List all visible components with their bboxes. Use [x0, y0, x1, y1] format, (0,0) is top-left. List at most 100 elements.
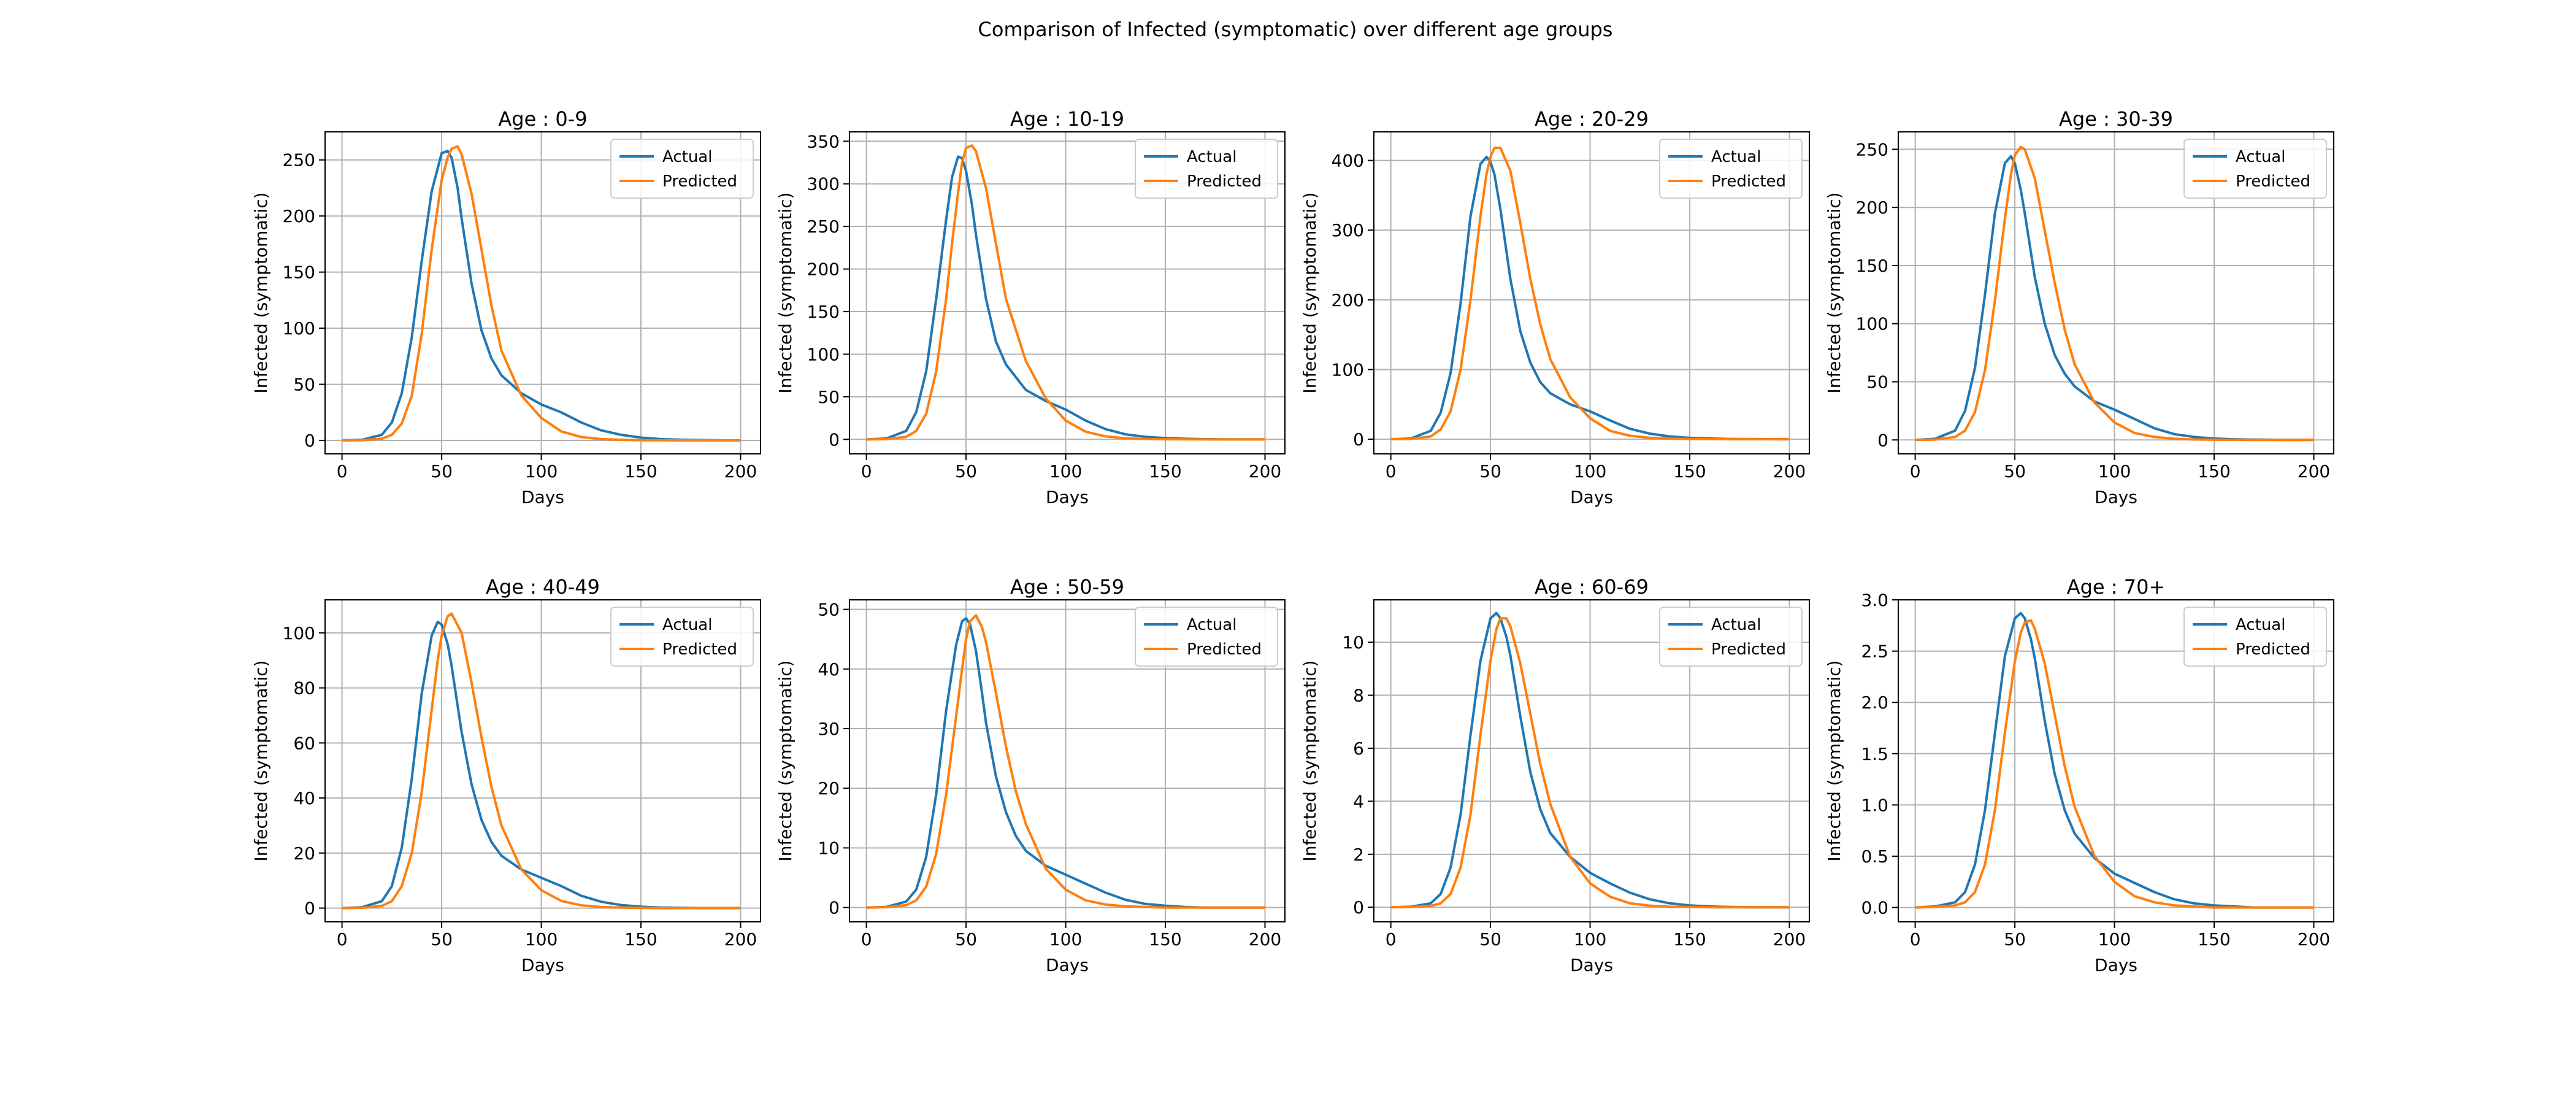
x-tick-label: 50 — [955, 929, 977, 949]
legend-label-predicted: Predicted — [2236, 640, 2310, 659]
axes-frame — [849, 131, 1286, 454]
subplot-title: Age : 10-19 — [1010, 107, 1124, 131]
x-axis-label: Days — [1046, 487, 1089, 507]
subplot-title: Age : 30-39 — [2059, 107, 2173, 131]
series-line-predicted — [866, 144, 1265, 441]
subplot-title: Age : 60-69 — [1535, 575, 1649, 599]
subplot-title: Age : 50-59 — [1010, 575, 1124, 599]
axes-frame — [1373, 599, 1810, 922]
y-tick-label: 1.5 — [1861, 744, 1888, 764]
x-tick-label: 200 — [724, 461, 757, 481]
series-line-predicted — [1915, 145, 2314, 442]
y-tick-label: 80 — [293, 678, 315, 699]
y-tick-label: 3.0 — [1861, 590, 1888, 610]
y-tick-label: 4 — [1353, 791, 1364, 811]
legend-box — [610, 139, 754, 199]
legend-box — [2183, 607, 2327, 667]
y-tick-label: 10 — [818, 838, 840, 858]
legend-box — [1659, 139, 1803, 199]
subplot-title: Age : 0-9 — [498, 107, 587, 131]
y-axis-label: Infected (symptomatic) — [1300, 192, 1320, 393]
x-tick-label: 50 — [955, 461, 977, 481]
y-tick-label: 200 — [1856, 197, 1888, 218]
series-line-predicted — [1390, 617, 1790, 909]
y-tick-label: 0 — [304, 431, 315, 451]
x-tick-label: 100 — [1574, 929, 1606, 949]
series-line-predicted — [342, 145, 741, 442]
x-tick-label: 100 — [525, 461, 558, 481]
y-tick-label: 0 — [1877, 430, 1888, 450]
y-tick-label: 100 — [283, 623, 315, 643]
y-tick-label: 0 — [829, 898, 840, 918]
y-axis-label: Infected (symptomatic) — [1300, 660, 1320, 861]
subplot-title: Age : 20-29 — [1535, 107, 1649, 131]
axes-frame — [849, 599, 1286, 922]
x-tick-label: 0 — [1910, 929, 1921, 949]
x-tick-label: 200 — [2298, 929, 2330, 949]
subplot-2: 0 50 100 150 200 0 50 100 150 200 250 300 350 Age : 1… — [775, 107, 1286, 507]
legend-label-predicted: Predicted — [1187, 640, 1262, 659]
y-tick-label: 200 — [283, 206, 315, 226]
x-tick-label: 150 — [1149, 461, 1181, 481]
legend-label-actual: Actual — [2236, 616, 2285, 634]
y-tick-label: 2.5 — [1861, 642, 1888, 662]
legend: Actual Predicted — [2183, 607, 2327, 667]
figure-suptitle: Comparison of Infected (symptomatic) ove… — [978, 18, 1613, 41]
subplot-5: 0 50 100 150 200 0 20 40 60 80 100 Age : 40-49 Days I… — [251, 575, 761, 975]
legend: Actual Predicted — [1135, 139, 1278, 199]
x-axis-label: Days — [1570, 487, 1613, 507]
y-tick-label: 6 — [1353, 738, 1364, 759]
y-tick-label: 20 — [818, 778, 840, 799]
x-axis-label: Days — [1046, 955, 1089, 975]
y-tick-label: 250 — [1856, 139, 1888, 159]
x-axis-label: Days — [521, 487, 564, 507]
y-tick-label: 150 — [807, 302, 840, 322]
x-axis-label: Days — [521, 955, 564, 975]
x-tick-label: 150 — [2198, 461, 2230, 481]
y-tick-label: 50 — [818, 387, 840, 407]
x-tick-label: 150 — [1149, 929, 1181, 949]
x-tick-label: 200 — [1249, 929, 1281, 949]
series-line-actual — [342, 150, 741, 442]
y-tick-label: 40 — [293, 788, 315, 808]
legend-label-actual: Actual — [1187, 148, 1236, 166]
series-line-predicted — [1390, 147, 1790, 441]
series-line-predicted — [342, 612, 741, 910]
y-tick-label: 0 — [1353, 429, 1364, 450]
y-tick-label: 40 — [818, 659, 840, 680]
x-axis-label: Days — [2095, 487, 2137, 507]
legend-label-predicted: Predicted — [662, 172, 737, 191]
y-axis-label: Infected (symptomatic) — [775, 192, 795, 393]
series-line-actual — [1915, 611, 2314, 909]
subplot-7: 0 50 100 150 200 0 2 4 6 8 10 Age : 60-69 Days Infect… — [1300, 575, 1810, 975]
y-axis-label: Infected (symptomatic) — [1824, 192, 1844, 393]
y-tick-label: 2.0 — [1861, 692, 1888, 713]
legend-label-actual: Actual — [662, 148, 712, 166]
legend-label-predicted: Predicted — [1711, 640, 1786, 659]
y-tick-label: 300 — [1332, 220, 1364, 240]
x-tick-label: 200 — [2298, 461, 2330, 481]
x-tick-label: 150 — [1673, 461, 1706, 481]
y-tick-label: 100 — [807, 345, 840, 365]
x-tick-label: 50 — [2004, 461, 2026, 481]
y-tick-label: 0 — [304, 899, 315, 919]
y-axis-label: Infected (symptomatic) — [1824, 660, 1844, 861]
x-axis-label: Days — [1570, 955, 1613, 975]
y-tick-label: 10 — [1342, 632, 1364, 653]
legend-label-actual: Actual — [1187, 616, 1236, 634]
x-tick-label: 0 — [861, 461, 872, 481]
x-tick-label: 200 — [724, 929, 757, 949]
y-tick-label: 100 — [283, 318, 315, 339]
y-tick-label: 0.0 — [1861, 898, 1888, 918]
x-tick-label: 100 — [1574, 461, 1606, 481]
axes-frame — [1898, 131, 2334, 454]
y-tick-label: 350 — [807, 131, 840, 151]
legend-box — [1135, 607, 1278, 667]
x-tick-label: 150 — [1673, 929, 1706, 949]
axes-frame — [1373, 131, 1810, 454]
y-tick-label: 100 — [1856, 314, 1888, 334]
x-tick-label: 0 — [861, 929, 872, 949]
